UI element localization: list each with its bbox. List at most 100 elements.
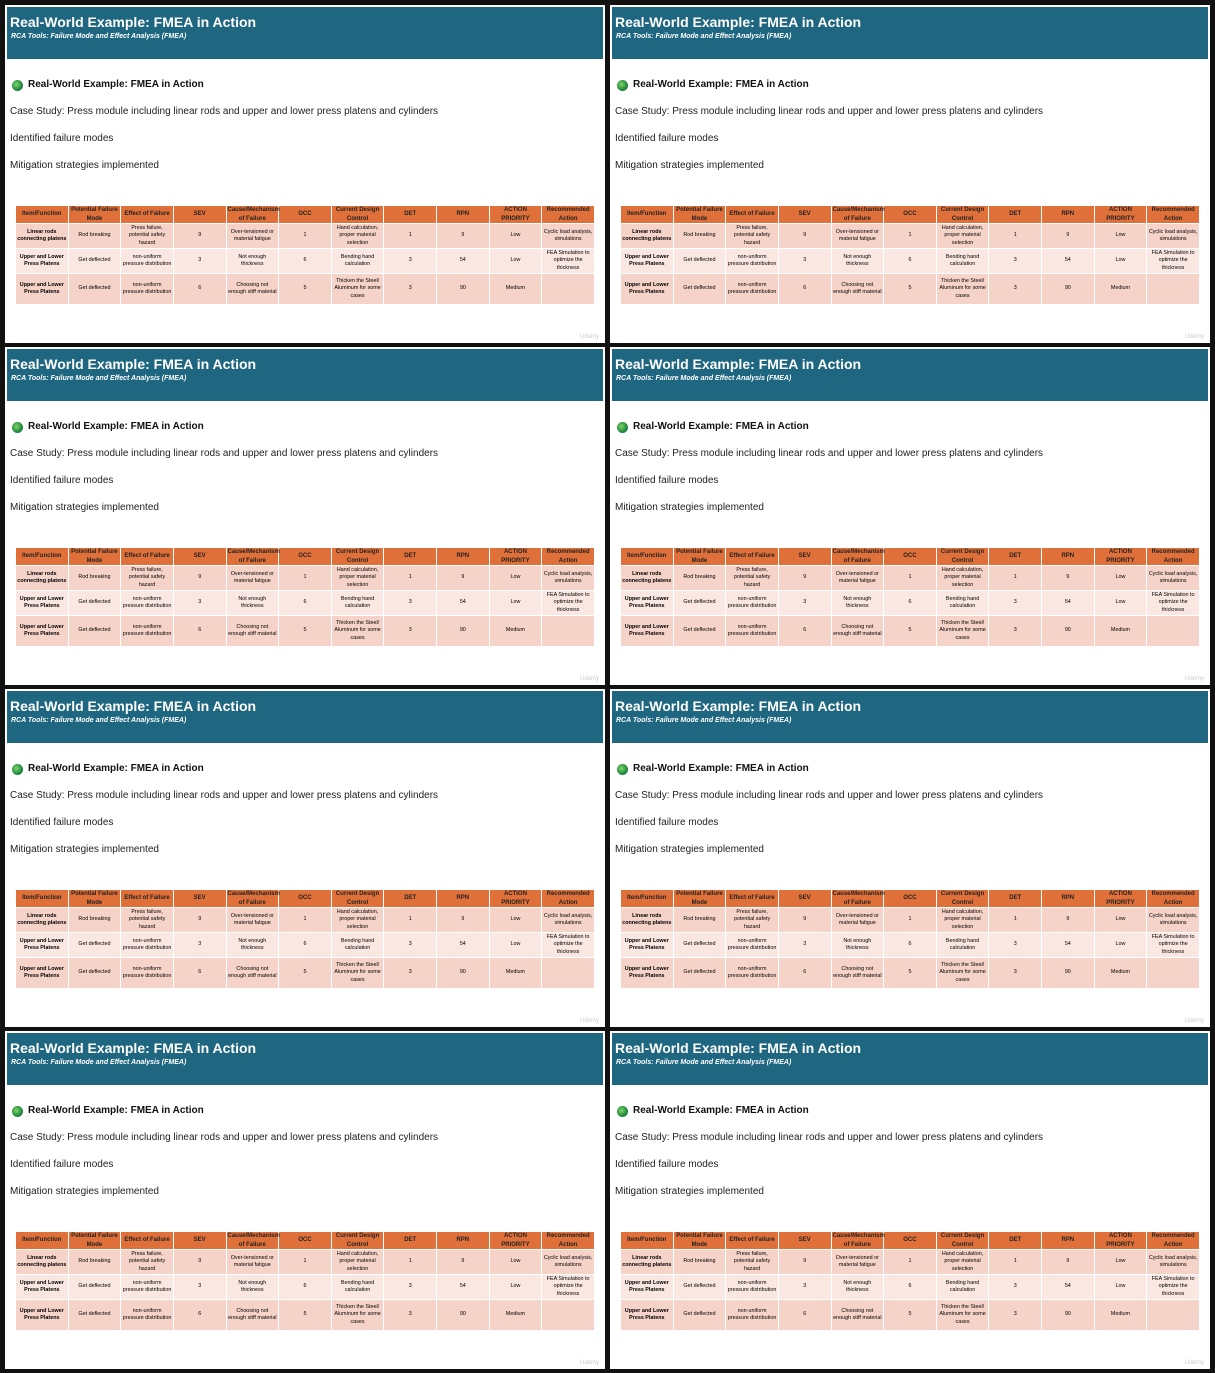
header-cell: Recommended Action: [541, 1231, 595, 1250]
slide-frame: Real-World Example: FMEA in Action RCA To…: [5, 347, 605, 685]
table-cell: Rod breaking: [672, 1249, 727, 1275]
table-cell: 6: [172, 1299, 227, 1331]
slide-subtitle: RCA Tools: Failure Mode and Effect Analy…: [616, 375, 792, 382]
header-cell: Cause/Mechanism of Failure: [830, 547, 885, 566]
globe-icon: [617, 1106, 628, 1117]
header-row: Item/Function Potential Failure Mode Effec…: [15, 547, 595, 566]
slide-frame: Real-World Example: FMEA in Action RCA To…: [610, 5, 1210, 343]
table-cell: 1: [383, 907, 437, 933]
header-cell: SEV: [777, 1231, 832, 1250]
bullet-text: Mitigation strategies implemented: [615, 160, 764, 171]
table-cell: 1: [278, 907, 332, 933]
table-cell: 6: [883, 1274, 937, 1300]
fmea-table: Item/Function Potential Failure Mode Effec…: [15, 889, 595, 989]
header-cell: OCC: [278, 205, 332, 224]
table-cell: Get deflected: [672, 248, 727, 274]
table-cell: Choosing not enough stiff material: [225, 273, 280, 305]
table-cell: Upper and Lower Press Platens: [15, 932, 69, 958]
slide-subtitle: RCA Tools: Failure Mode and Effect Analy…: [616, 1059, 792, 1066]
table-cell: Linear rods connecting platens: [15, 907, 69, 933]
section-heading: Real-World Example: FMEA in Action: [28, 763, 204, 774]
table-cell: Upper and Lower Press Platens: [620, 590, 674, 616]
fmea-table: Item/Function Potential Failure Mode Effec…: [620, 547, 1200, 647]
table-cell: Medium: [488, 957, 543, 989]
header-cell: Current Design Control: [935, 547, 990, 566]
table-row: Upper and Lower Press Platens Get deflect…: [620, 1274, 1200, 1300]
table-cell: Hand calculation, proper material select…: [330, 223, 385, 249]
bullet-text: Identified failure modes: [615, 1159, 719, 1170]
table-cell: Over-tensioned or material fatigue: [830, 907, 885, 933]
table-cell: Low: [488, 223, 543, 249]
header-cell: SEV: [172, 547, 227, 566]
slide-title: Real-World Example: FMEA in Action: [10, 14, 257, 30]
table-cell: 1: [383, 565, 437, 591]
bullet-text: Case Study: Press module including linea…: [10, 1132, 439, 1143]
globe-icon: [12, 80, 23, 91]
table-cell: Cyclic load analysis, simulations: [1146, 1249, 1200, 1275]
table-cell: 3: [383, 248, 437, 274]
table-cell: Cyclic load analysis, simulations: [1146, 907, 1200, 933]
table-cell: Press failure, potential safety hazard: [120, 565, 174, 591]
table-row: Upper and Lower Press Platens Get deflect…: [15, 1274, 595, 1300]
slide-frame: Real-World Example: FMEA in Action RCA To…: [5, 5, 605, 343]
header-cell: SEV: [172, 205, 227, 224]
table-cell: Upper and Lower Press Platens: [620, 615, 674, 647]
table-cell: 3: [383, 615, 437, 647]
table-row: Linear rods connecting platens Rod breaki…: [620, 1249, 1200, 1275]
table-cell: Low: [1093, 223, 1148, 249]
table-cell: Not enough thickness: [225, 590, 280, 616]
section-heading: Real-World Example: FMEA in Action: [633, 763, 809, 774]
table-cell: Over-tensioned or material fatigue: [225, 1249, 280, 1275]
table-cell: Low: [1093, 590, 1148, 616]
header-cell: Current Design Control: [935, 1231, 990, 1250]
section-heading: Real-World Example: FMEA in Action: [633, 421, 809, 432]
bullet-text: Case Study: Press module including linea…: [615, 106, 1044, 117]
fmea-table: Item/Function Potential Failure Mode Effec…: [15, 547, 595, 647]
header-row: Item/Function Potential Failure Mode Effec…: [620, 889, 1200, 908]
header-cell: DET: [988, 1231, 1042, 1250]
section-heading: Real-World Example: FMEA in Action: [28, 1105, 204, 1116]
table-cell: 9: [777, 1249, 832, 1275]
table-cell: 5: [883, 1299, 937, 1331]
header-cell: Cause/Mechanism of Failure: [830, 1231, 885, 1250]
header-cell: Potential Failure Mode: [67, 547, 122, 566]
table-cell: Low: [1093, 565, 1148, 591]
table-cell: Upper and Lower Press Platens: [15, 1274, 69, 1300]
globe-icon: [12, 422, 23, 433]
bullet-text: Case Study: Press module including linea…: [615, 790, 1044, 801]
header-cell: Potential Failure Mode: [67, 1231, 122, 1250]
table-cell: Linear rods connecting platens: [620, 223, 674, 249]
table-cell: Medium: [1093, 615, 1148, 647]
header-cell: Recommended Action: [1146, 889, 1200, 908]
table-cell: 1: [278, 1249, 332, 1275]
table-cell: Hand calculation, proper material select…: [935, 565, 990, 591]
table-cell: 6: [278, 248, 332, 274]
table-cell: 1: [988, 907, 1042, 933]
table-cell: 3: [988, 1299, 1042, 1331]
header-cell: OCC: [883, 889, 937, 908]
table-cell: Upper and Lower Press Platens: [15, 248, 69, 274]
header-bar: [612, 7, 1208, 59]
table-cell: Thicken the Steel/ Aluminum for some cas…: [935, 957, 990, 989]
table-cell: 9: [777, 907, 832, 933]
table-cell: Low: [488, 932, 543, 958]
header-cell: Current Design Control: [330, 889, 385, 908]
table-cell: Over-tensioned or material fatigue: [830, 565, 885, 591]
table-row: Linear rods connecting platens Rod breaki…: [15, 565, 595, 591]
table-cell: Cyclic load analysis, simulations: [1146, 223, 1200, 249]
table-cell: 54: [436, 248, 490, 274]
table-row: Linear rods connecting platens Rod breaki…: [15, 223, 595, 249]
table-cell: Upper and Lower Press Platens: [15, 615, 69, 647]
table-cell: Get deflected: [672, 590, 727, 616]
table-row: Upper and Lower Press Platens Get deflect…: [620, 273, 1200, 305]
table-cell: Not enough thickness: [830, 248, 885, 274]
table-cell: Hand calculation, proper material select…: [935, 907, 990, 933]
table-cell: Get deflected: [67, 932, 122, 958]
table-cell: Hand calculation, proper material select…: [330, 1249, 385, 1275]
header-cell: OCC: [278, 547, 332, 566]
bullet-text: Case Study: Press module including linea…: [10, 448, 439, 459]
slide-title: Real-World Example: FMEA in Action: [10, 356, 257, 372]
header-cell: ACTION PRIORITY: [1093, 547, 1148, 566]
table-cell: Cyclic load analysis, simulations: [541, 565, 595, 591]
table-cell: Medium: [488, 615, 543, 647]
